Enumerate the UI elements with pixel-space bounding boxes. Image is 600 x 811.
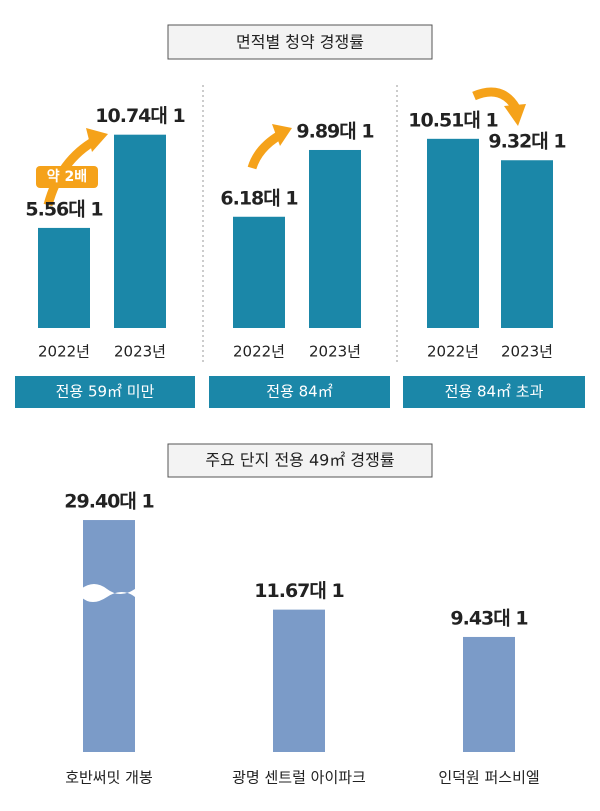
value-label: 9.43대 1: [450, 607, 527, 629]
bar: [463, 636, 515, 752]
arrow-head: [272, 124, 292, 146]
bar: [83, 520, 135, 752]
x-tick-label: 광명 센트럴 아이파크: [232, 769, 366, 787]
annotation: 약 2배: [47, 168, 87, 185]
label-band: [403, 376, 585, 408]
bar: [233, 216, 285, 328]
bar: [114, 134, 166, 328]
bar: [273, 609, 325, 752]
title-box: [167, 24, 433, 60]
panel-label: 전용 84㎡: [266, 383, 332, 401]
x-tick-label: 2023년: [114, 343, 166, 361]
bar: [501, 160, 553, 328]
value-label: 10.51대 1: [408, 109, 497, 131]
panel-label: 전용 84㎡ 초과: [445, 383, 544, 401]
panel-label: 전용 59㎡ 미만: [56, 383, 155, 401]
value-label: 9.89대 1: [296, 120, 373, 142]
label-band: [209, 376, 390, 408]
x-tick-label: 2022년: [38, 343, 90, 361]
value-label: 9.32대 1: [488, 131, 565, 153]
value-label: 6.18대 1: [220, 187, 297, 209]
bar: [309, 149, 361, 328]
value-label: 29.40대 1: [64, 491, 153, 513]
arrow: [247, 131, 283, 170]
x-tick-label: 2022년: [427, 343, 479, 361]
chart-title: 면적별 청약 경쟁률: [236, 33, 364, 52]
chart-title: 주요 단지 전용 49㎡ 경쟁률: [205, 451, 394, 470]
arrow-head: [504, 104, 526, 126]
arrow-head: [86, 128, 108, 152]
bar: [427, 138, 479, 328]
value-label: 11.67대 1: [254, 580, 343, 602]
value-label: 10.74대 1: [95, 105, 184, 127]
x-tick-label: 2023년: [501, 343, 553, 361]
x-tick-label: 호반써밋 개봉: [65, 769, 153, 787]
bar: [38, 227, 90, 328]
arrow: [472, 87, 520, 111]
x-tick-label: 2022년: [233, 343, 285, 361]
x-tick-label: 인덕원 퍼스비엘: [438, 769, 539, 787]
value-label: 5.56대 1: [25, 198, 102, 220]
x-tick-label: 2023년: [309, 343, 361, 361]
axis-break: [81, 584, 135, 602]
label-band: [15, 376, 195, 408]
annotation-box: [36, 166, 98, 188]
title-box: [167, 443, 433, 478]
